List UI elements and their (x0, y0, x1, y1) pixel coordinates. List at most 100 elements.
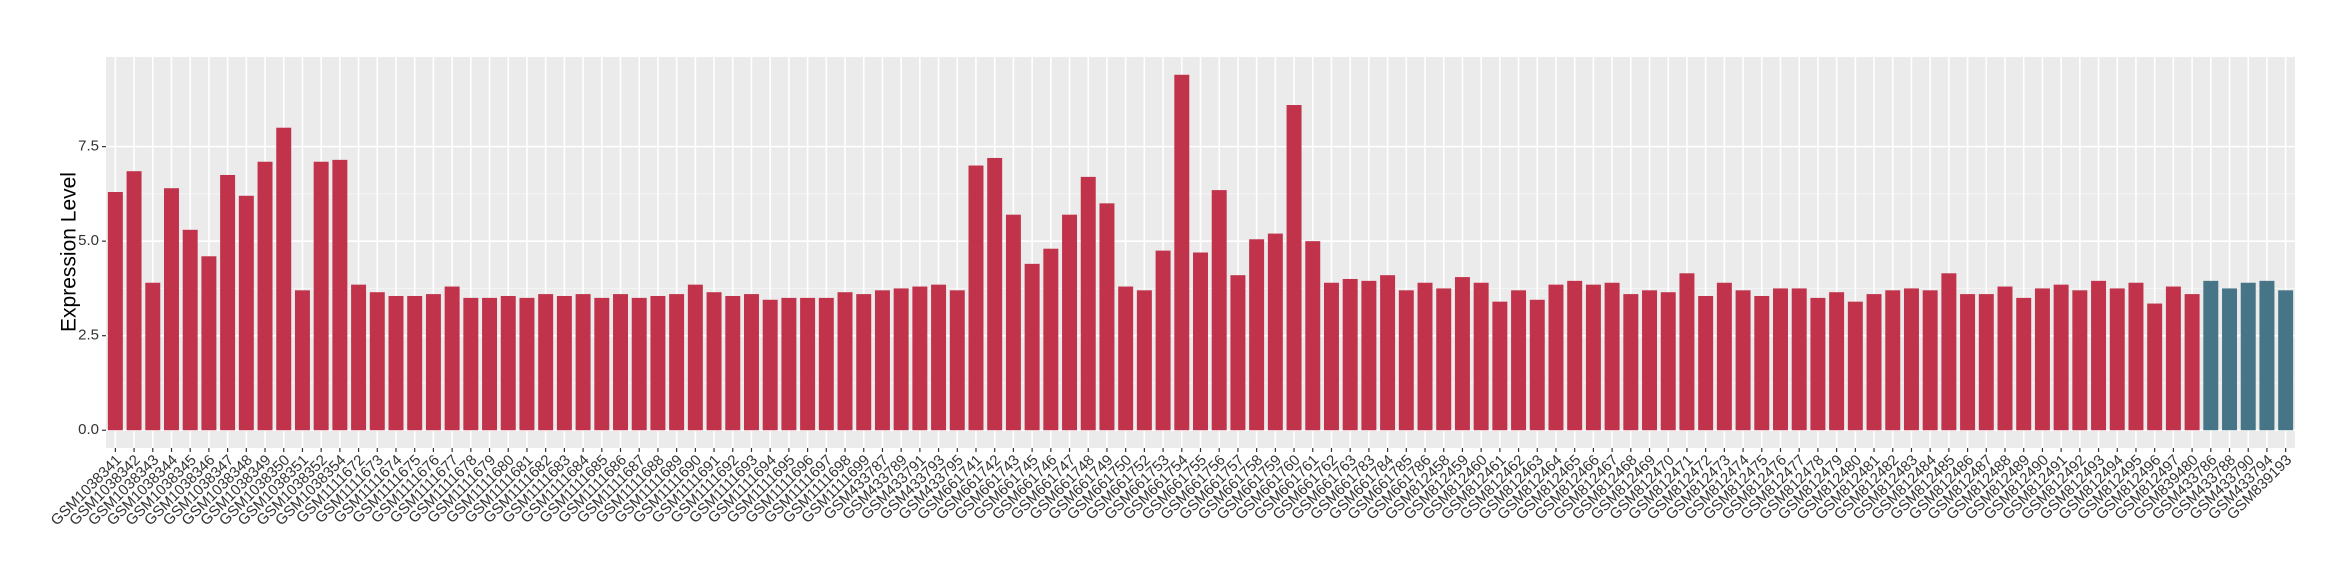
bar (369, 292, 385, 431)
bar (1829, 292, 1845, 431)
bar (1155, 250, 1171, 431)
bar (912, 286, 928, 431)
bar (1548, 284, 1564, 431)
bar (1361, 280, 1377, 431)
bar (463, 297, 479, 431)
y-tick-label: 5.0 (78, 232, 99, 249)
bar (1716, 282, 1732, 431)
bar (594, 297, 610, 431)
bar (1604, 282, 1620, 431)
bar (1136, 290, 1152, 431)
bar (987, 157, 1003, 431)
bar (781, 297, 797, 431)
bar (1903, 288, 1919, 431)
bar (1698, 295, 1714, 431)
bar (575, 294, 591, 431)
bar (2016, 297, 2032, 431)
y-tick-label: 2.5 (78, 327, 99, 344)
bar (1866, 294, 1882, 431)
bar (874, 290, 890, 431)
bar (220, 174, 236, 431)
bar (1679, 273, 1695, 431)
bar (407, 295, 423, 431)
bar (238, 195, 254, 431)
bar (2091, 280, 2107, 431)
bar (2222, 288, 2238, 431)
bar (1193, 252, 1208, 431)
bar (2034, 288, 2050, 431)
bar (182, 229, 198, 431)
bar (725, 295, 741, 431)
bar (1660, 292, 1676, 431)
bar (1567, 280, 1583, 431)
bar (2109, 288, 2125, 431)
bar (2240, 282, 2256, 431)
bar (1773, 288, 1788, 431)
bar (163, 188, 179, 431)
bar (1323, 282, 1339, 431)
bar (1791, 288, 1807, 431)
y-axis-title: Expression Level (58, 172, 81, 332)
bar (743, 294, 759, 431)
bar (519, 297, 535, 431)
bar (1735, 290, 1751, 431)
bar (1885, 290, 1901, 431)
bar (313, 161, 329, 431)
bar (1080, 176, 1096, 431)
bar (276, 127, 292, 431)
bar (968, 165, 984, 431)
bar (1024, 263, 1040, 431)
bar (126, 171, 142, 431)
bar (1642, 290, 1658, 431)
bar (1174, 74, 1190, 431)
bar (2128, 282, 2144, 431)
bar (856, 294, 872, 431)
bar (388, 295, 404, 431)
bar (1511, 290, 1527, 431)
bar (1305, 241, 1321, 431)
bar (1249, 239, 1265, 431)
bar (687, 284, 703, 431)
bar (1380, 275, 1396, 431)
bar (556, 295, 572, 431)
bar (1436, 288, 1452, 431)
bar (2259, 280, 2275, 431)
bar (1922, 290, 1938, 431)
bar (1941, 273, 1957, 431)
bar (1417, 282, 1433, 431)
bar (482, 297, 498, 431)
bar (818, 297, 834, 431)
bar (837, 292, 853, 431)
bar (2147, 303, 2163, 431)
y-tick-label: 7.5 (78, 138, 99, 155)
bar (1492, 301, 1508, 431)
bar (1398, 290, 1414, 431)
bar (1454, 277, 1470, 431)
bar (669, 294, 685, 431)
bar (1118, 286, 1134, 431)
y-tick-label: 0.0 (78, 421, 99, 438)
bar (1978, 294, 1994, 431)
bar (1005, 214, 1021, 431)
bar (1847, 301, 1863, 431)
bar (294, 290, 310, 431)
bar (1211, 190, 1227, 431)
bar (631, 297, 647, 431)
bar (1997, 286, 2013, 431)
bar (949, 290, 965, 431)
bar (257, 161, 273, 431)
bar (1099, 203, 1115, 431)
bar (1623, 294, 1639, 431)
bar (332, 159, 348, 431)
bar (893, 288, 909, 431)
bar (201, 256, 217, 431)
bar (1342, 278, 1358, 431)
bar (706, 292, 722, 431)
bar (1754, 295, 1770, 431)
bar (800, 297, 816, 431)
bar (107, 191, 123, 431)
bar (145, 282, 161, 431)
bar (444, 286, 460, 431)
bar (1043, 248, 1059, 431)
